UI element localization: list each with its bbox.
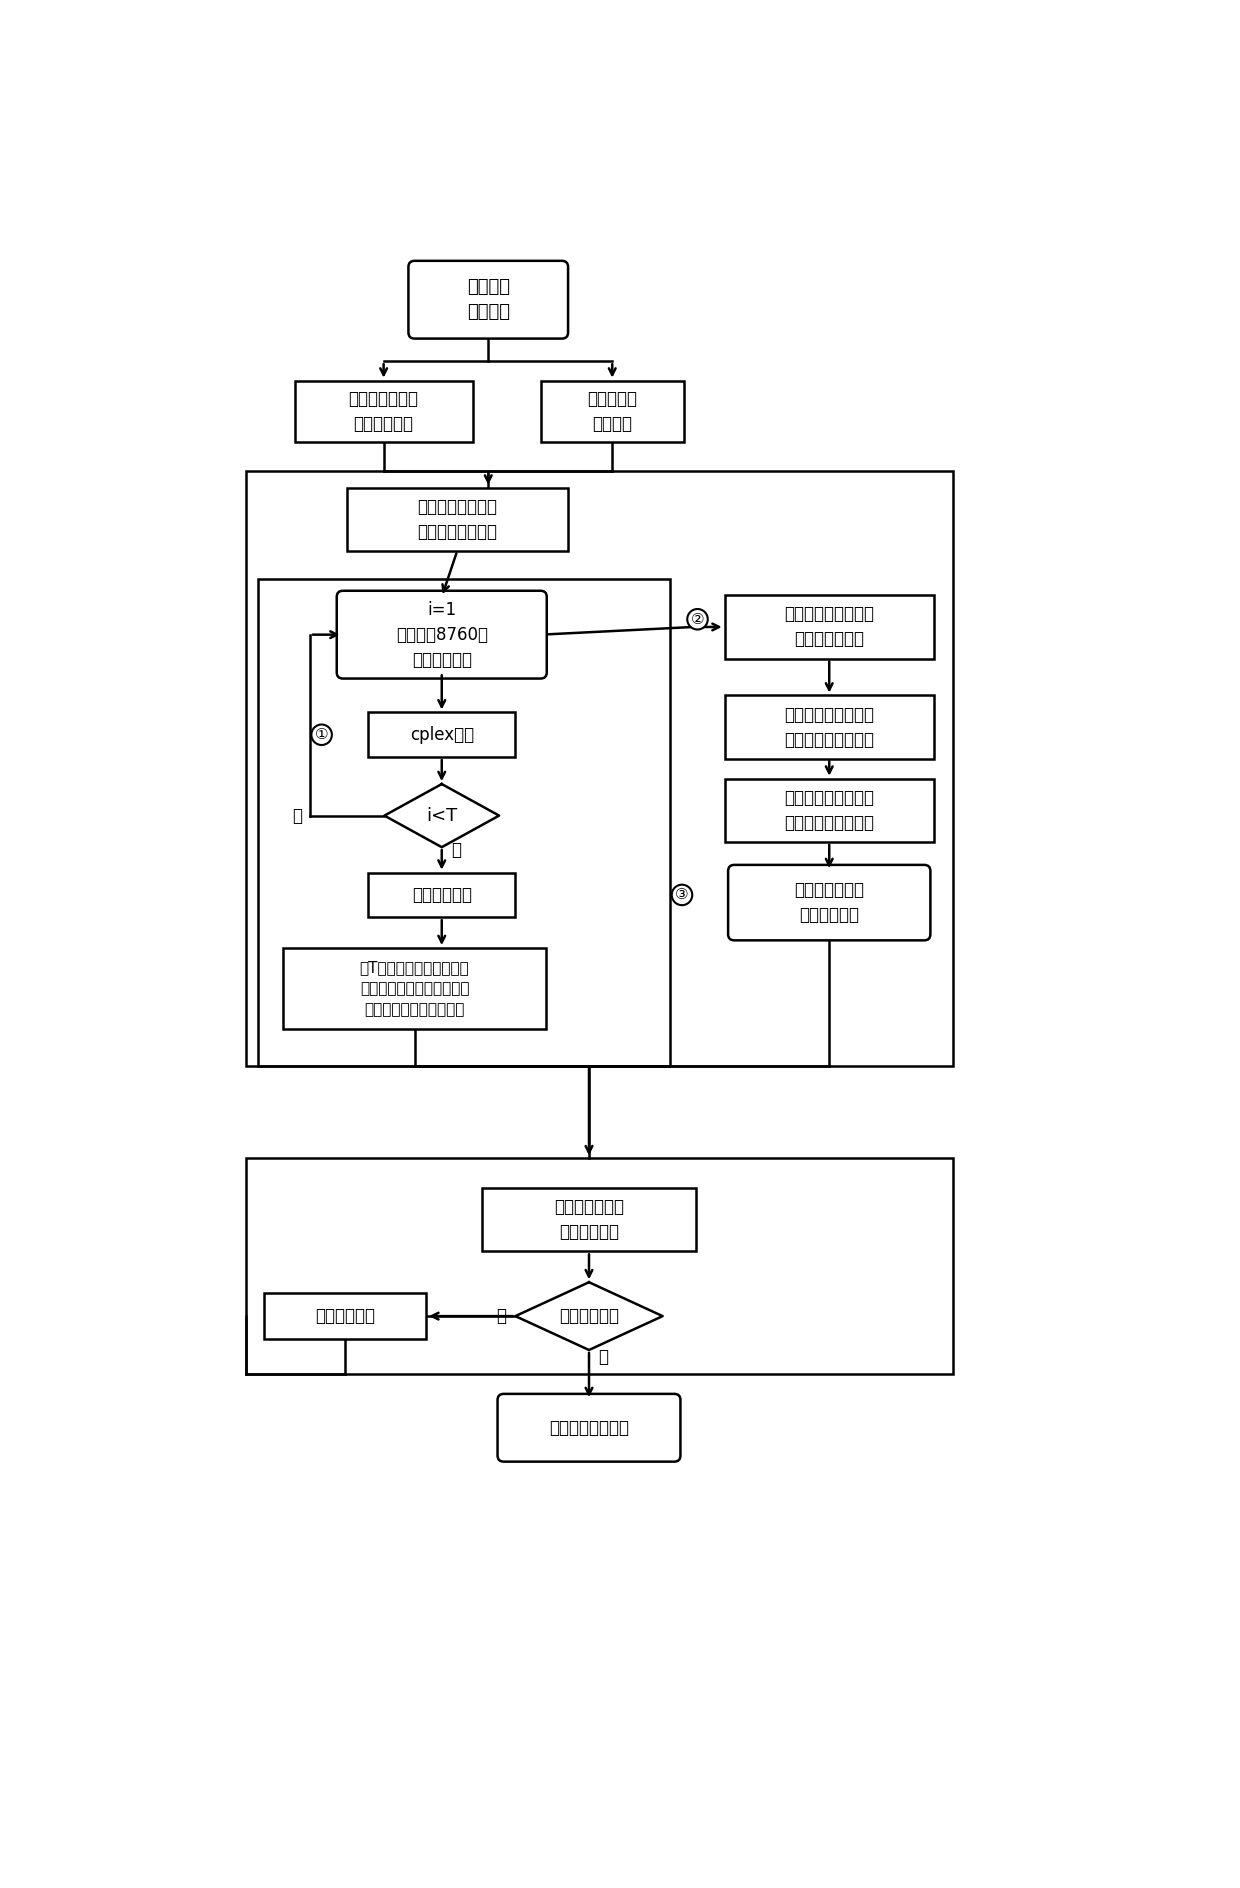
Text: 否: 否 <box>496 1306 506 1325</box>
Bar <box>368 712 516 757</box>
Text: 输入不同型号储能与
柴油机技术参数: 输入不同型号储能与 柴油机技术参数 <box>784 606 874 648</box>
Polygon shape <box>516 1282 662 1350</box>
Polygon shape <box>384 784 498 848</box>
Text: i=1
随机生成8760个
风光负荷数据: i=1 随机生成8760个 风光负荷数据 <box>396 600 487 668</box>
Text: 对T次求解结果求均值，决
策变量值即风光容量，目标
函数中包含储柴容量范围: 对T次求解结果求均值，决 策变量值即风光容量，目标 函数中包含储柴容量范围 <box>360 961 470 1018</box>
Text: 是否满足指标: 是否满足指标 <box>559 1306 619 1325</box>
FancyBboxPatch shape <box>497 1393 681 1461</box>
FancyBboxPatch shape <box>728 865 930 940</box>
Text: ①: ① <box>315 727 329 742</box>
Text: 修正储柴数量: 修正储柴数量 <box>315 1306 374 1325</box>
Bar <box>247 472 954 1067</box>
Text: 计算各型号电源成本
并选择最佳储柴型号: 计算各型号电源成本 并选择最佳储柴型号 <box>784 789 874 833</box>
Text: ②: ② <box>691 612 704 627</box>
Bar <box>541 381 684 442</box>
Bar <box>368 872 516 918</box>
Bar <box>724 695 934 759</box>
Bar <box>247 1157 954 1374</box>
Text: ③: ③ <box>676 887 688 902</box>
FancyBboxPatch shape <box>337 591 547 678</box>
Text: 设置决策变量、约
束条件、目标函数: 设置决策变量、约 束条件、目标函数 <box>417 498 497 540</box>
Text: 是: 是 <box>293 806 303 825</box>
Text: 输出最终配置方案: 输出最终配置方案 <box>549 1418 629 1437</box>
Text: 根据最大时间运行策
略计算各电源发电量: 根据最大时间运行策 略计算各电源发电量 <box>784 706 874 748</box>
Text: 计算运行指标对
结果进行校验: 计算运行指标对 结果进行校验 <box>554 1199 624 1242</box>
Bar <box>295 381 472 442</box>
Text: i<T: i<T <box>427 806 458 825</box>
Bar <box>482 1188 696 1252</box>
Text: 否: 否 <box>451 842 461 859</box>
Text: 确定光伏电
池板型号: 确定光伏电 池板型号 <box>588 389 637 432</box>
Text: cplex求解: cplex求解 <box>409 725 474 744</box>
Text: 是: 是 <box>598 1348 609 1365</box>
Text: 储存求解结果: 储存求解结果 <box>412 885 471 904</box>
Bar <box>283 948 547 1029</box>
Text: 计算容量系数并
确定风机型号: 计算容量系数并 确定风机型号 <box>348 389 419 432</box>
Bar <box>263 1293 427 1339</box>
Bar <box>724 595 934 659</box>
Bar <box>724 778 934 842</box>
Bar <box>258 580 671 1067</box>
Bar <box>347 487 568 551</box>
Text: 输入风光
负荷特性: 输入风光 负荷特性 <box>466 278 510 321</box>
Text: 输出确定的储能
与柴油机容量: 输出确定的储能 与柴油机容量 <box>795 882 864 923</box>
FancyBboxPatch shape <box>408 261 568 338</box>
